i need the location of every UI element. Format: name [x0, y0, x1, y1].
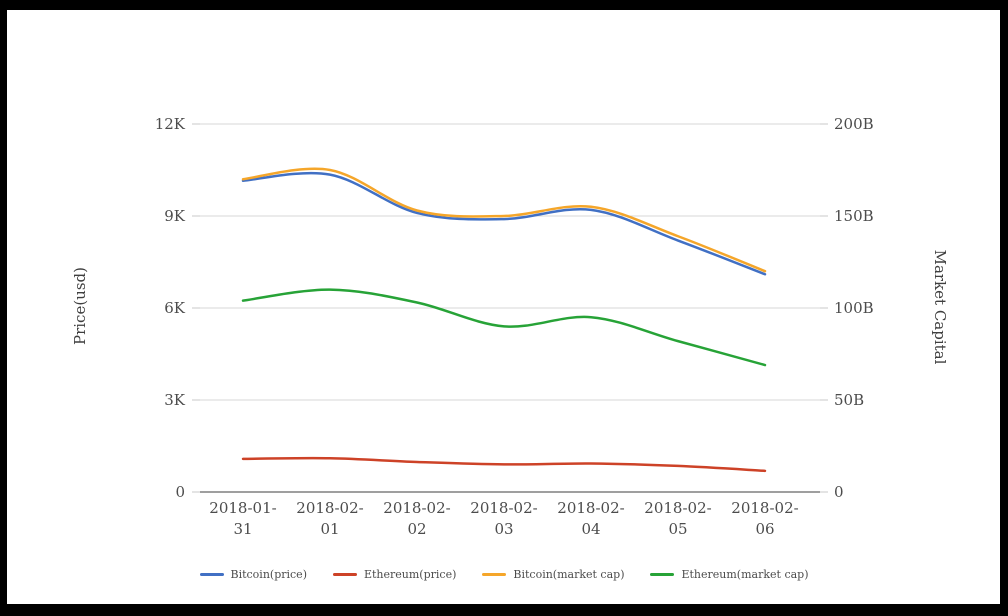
- left-tick-label: 12K: [154, 115, 185, 133]
- x-tick-label: 2018-02- 05: [644, 499, 712, 538]
- legend-swatch-icon: [332, 572, 357, 576]
- right-tick-label: 50B: [834, 391, 865, 409]
- legend-label: Ethereum(price): [363, 567, 457, 581]
- series-line-ethereum-price: [241, 456, 767, 473]
- left-tick-label: 9K: [164, 207, 185, 225]
- left-axis-title: Price(usd): [71, 266, 89, 346]
- x-tick-label: 2018-02- 02: [383, 499, 451, 538]
- x-tick-label: 2018-02- 04: [557, 499, 625, 538]
- right-tick-label: 0: [834, 483, 844, 501]
- series-line-ethereum-market-cap: [241, 288, 767, 367]
- chart-legend: Bitcoin(price) Ethereum(price) Bitcoin(mar…: [0, 563, 1008, 585]
- legend-swatch-icon: [650, 572, 675, 576]
- legend-label: Ethereum(market cap): [681, 567, 809, 581]
- series-line-bitcoin-market-cap: [241, 167, 767, 273]
- x-tick-label: 2018-02- 03: [470, 499, 538, 538]
- legend-swatch-icon: [482, 572, 507, 576]
- series-line-bitcoin-price: [241, 171, 767, 276]
- right-tick-label: 200B: [834, 115, 874, 133]
- legend-label: Bitcoin(market cap): [513, 567, 625, 581]
- legend-item-bitcoin-price[interactable]: Bitcoin(price): [199, 567, 307, 581]
- legend-item-ethereum-price[interactable]: Ethereum(price): [332, 567, 457, 581]
- legend-item-ethereum-market-cap[interactable]: Ethereum(market cap): [650, 567, 809, 581]
- left-tick-label: 6K: [164, 299, 185, 317]
- x-tick-label: 2018-02- 01: [296, 499, 364, 538]
- x-tick-label: 2018-02- 06: [731, 499, 799, 538]
- legend-label: Bitcoin(price): [230, 567, 307, 581]
- legend-swatch-icon: [199, 572, 224, 576]
- chart-panel: [7, 10, 1000, 604]
- x-tick-label: 2018-01- 31: [209, 499, 277, 538]
- right-axis-title: Market Capital: [931, 249, 949, 365]
- left-tick-label: 0: [175, 483, 185, 501]
- left-tick-label: 3K: [164, 391, 185, 409]
- right-tick-label: 150B: [834, 207, 874, 225]
- right-tick-label: 100B: [834, 299, 874, 317]
- legend-item-bitcoin-market-cap[interactable]: Bitcoin(market cap): [482, 568, 624, 581]
